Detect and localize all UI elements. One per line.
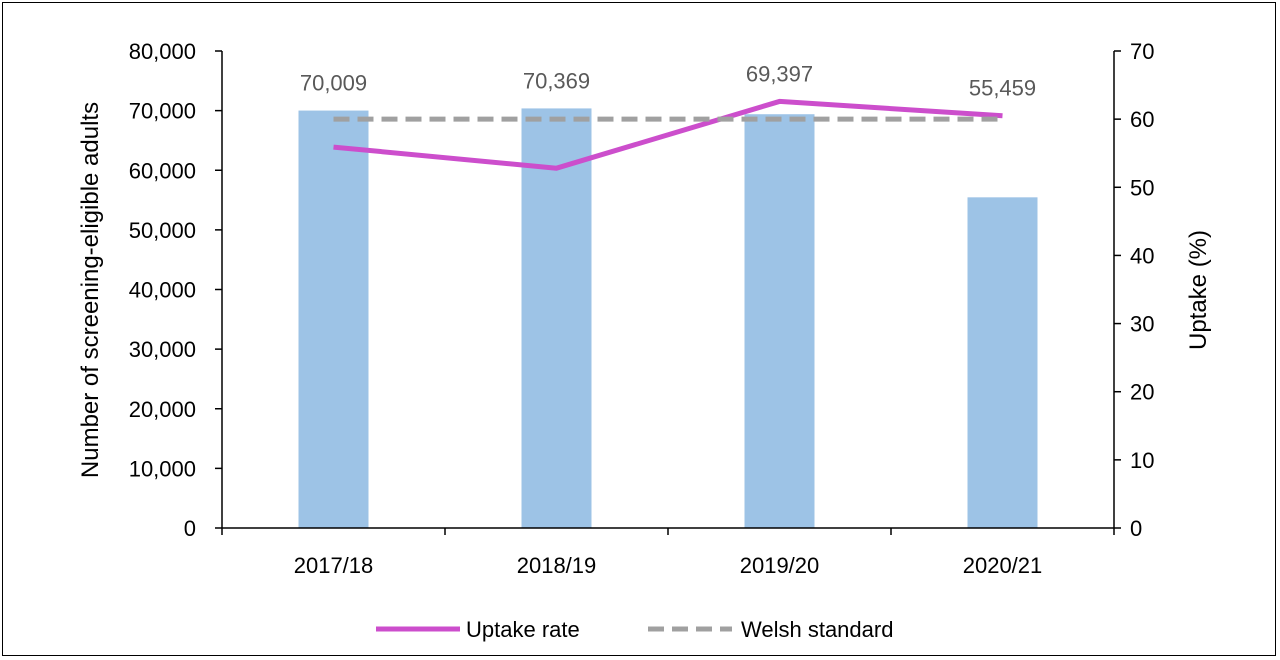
right-tick-label: 0: [1130, 516, 1142, 541]
left-tick-label: 60,000: [129, 158, 196, 183]
bar-2017-18: [298, 110, 369, 528]
right-tick-label: 40: [1130, 243, 1154, 268]
right-axis-title: Uptake (%): [1185, 230, 1212, 350]
x-tick-label: 2017/18: [294, 553, 374, 578]
left-tick-label: 40,000: [129, 278, 196, 303]
x-tick-label: 2020/21: [963, 553, 1043, 578]
right-tick-label: 70: [1130, 39, 1154, 64]
bar-2018-19: [521, 108, 592, 528]
right-tick-label: 60: [1130, 107, 1154, 132]
bar-2020-21: [967, 197, 1038, 528]
series-line-uptake-rate: [333, 98, 1003, 171]
left-tick-label: 20,000: [129, 397, 196, 422]
right-tick-label: 20: [1130, 380, 1154, 405]
left-tick-label: 0: [184, 516, 196, 541]
legend-label-uptake-rate: Uptake rate: [466, 617, 580, 642]
bar-2019-20: [744, 114, 815, 528]
x-tick-label: 2019/20: [740, 553, 820, 578]
x-tick-label: 2018/19: [517, 553, 597, 578]
left-tick-label: 30,000: [129, 337, 196, 362]
legend-label-welsh-standard: Welsh standard: [741, 617, 893, 642]
bar-data-label: 55,459: [969, 76, 1036, 101]
bar-data-label: 69,397: [746, 61, 813, 86]
left-tick-label: 70,000: [129, 99, 196, 124]
bars-layer: [298, 108, 1038, 528]
left-tick-label: 50,000: [129, 218, 196, 243]
bar-data-label: 70,369: [523, 68, 590, 93]
left-axis-title: Number of screening-eligible adults: [77, 102, 104, 478]
left-tick-label: 10,000: [129, 456, 196, 481]
axes-layer: 0 10,000 20,000 30,000 40,000 50,000 60,000 70,…: [129, 39, 1155, 578]
bar-data-label: 70,009: [300, 71, 367, 96]
legend: Uptake rate Welsh standard: [376, 617, 893, 642]
data-labels-layer: 70,009 70,369 69,397 55,459: [300, 61, 1036, 100]
right-tick-label: 10: [1130, 448, 1154, 473]
left-tick-label: 80,000: [129, 39, 196, 64]
right-tick-label: 30: [1130, 312, 1154, 337]
lines-layer: [333, 98, 1003, 171]
right-tick-label: 50: [1130, 175, 1154, 200]
